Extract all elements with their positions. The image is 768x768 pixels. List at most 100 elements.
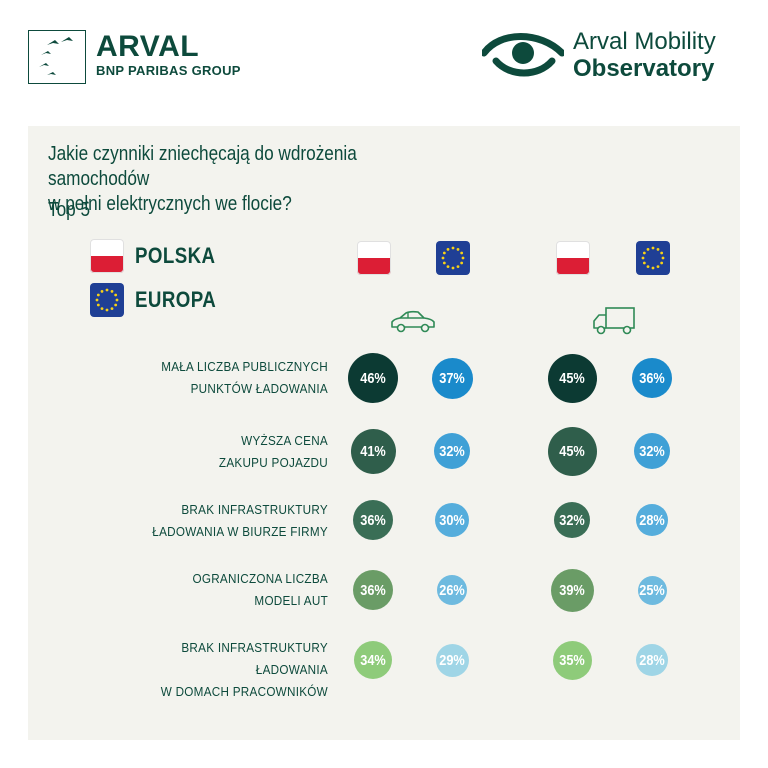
eu-star [660,251,664,255]
eu-star [446,265,450,269]
bubble-value-label: 36% [360,581,386,599]
row-label-line: ZAKUPU POJAZDU [218,455,328,470]
bubble-europe-van-row1: 36% [632,358,672,398]
eu-star [642,251,646,255]
bubble-poland-van-row1: 45% [547,353,597,403]
chart-subtitle: Top 5 [48,199,91,221]
row-label-limited-models: OGRANICZONA LICZBA MODELI AUT [121,568,328,612]
bubble-value-label: 36% [639,369,665,387]
bubble-poland-car-row1: 46% [348,353,398,403]
row-label-home-charging: BRAK INFRASTRUKTURY ŁADOWANIA W DOMACH P… [121,637,328,703]
eu-star [110,307,114,311]
row-label-line: WYŻSZA CENA [241,433,328,448]
row-label-line: MAŁA LICZBA PUBLICZNYCH [161,359,328,374]
eu-star [441,256,445,260]
bubble-poland-van-row4: 39% [550,568,594,612]
eu-star [461,256,465,260]
bubble-europe-car-row2: 32% [434,433,470,469]
legend-label-poland: POLSKA [135,243,216,268]
bubble-value-label: 28% [639,651,665,669]
eu-star [442,261,446,265]
bubble-europe-car-row1: 37% [431,357,473,399]
bubble-value-label: 25% [639,581,665,599]
bubble-value-label: 32% [639,442,665,460]
eu-star [651,246,655,250]
row-label-line: MODELI AUT [254,593,328,608]
bubble-value-label: 26% [439,581,465,599]
eu-star [115,298,119,302]
bubble-value-label: 32% [559,511,585,529]
bubble-europe-car-row4: 26% [437,575,467,605]
bubble-poland-van-row2: 45% [547,426,597,476]
eu-star [460,251,464,255]
bubble-poland-car-row5: 34% [354,641,392,679]
eu-star [460,261,464,265]
bubble-europe-van-row2: 32% [634,433,670,469]
eu-star [114,303,118,307]
car-icon [388,309,438,340]
bubble-europe-van-row5: 28% [636,644,668,676]
row-label-line: PUNKTÓW ŁADOWANIA [190,381,328,396]
bubble-value-label: 29% [439,651,465,669]
bubble-europe-van-row4: 25% [637,575,667,605]
poland-flag-icon [556,241,590,275]
van-icon [591,305,637,342]
row-label-line: OGRANICZONA LICZBA [192,571,328,586]
eu-star [451,246,455,250]
eu-flag-icon [90,283,124,317]
row-label-line: ŁADOWANIA W BIURZE FIRMY [152,524,328,539]
bubble-value-label: 32% [439,442,465,460]
poland-flag-icon [90,239,124,273]
eu-flag-icon [636,241,670,275]
brand-name: ARVAL [96,30,200,63]
bubble-value-label: 37% [439,369,465,387]
eu-star [646,247,650,251]
poland-flag-icon [357,241,391,275]
bubble-europe-car-row3: 30% [435,503,469,537]
row-label-office-charging: BRAK INFRASTRUKTURY ŁADOWANIA W BIURZE F… [121,499,328,543]
eu-star [646,265,650,269]
eu-star [656,247,660,251]
bubble-value-label: 45% [559,442,585,460]
bubble-value-label: 34% [360,651,386,669]
eu-star [642,261,646,265]
bubble-value-label: 41% [360,442,386,460]
eu-star [110,289,114,293]
bubble-europe-car-row5: 29% [435,643,469,677]
eu-star [651,266,655,270]
eu-flag-icon [436,241,470,275]
bubble-value-label: 28% [639,511,665,529]
eu-star [96,293,100,297]
eu-star [660,261,664,265]
eu-star [456,247,460,251]
eu-star [100,289,104,293]
row-label-line: BRAK INFRASTRUKTURY ŁADOWANIA [181,640,328,677]
bubble-value-label: 35% [559,651,585,669]
bubble-value-label: 45% [559,369,585,387]
row-label-line: W DOMACH PRACOWNIKÓW [160,684,328,699]
bubble-value-label: 30% [439,511,465,529]
observatory-title-line2: Observatory [573,55,715,82]
eu-star [114,293,118,297]
eu-star [446,247,450,251]
bubble-value-label: 46% [360,369,386,387]
eu-star [456,265,460,269]
bubble-europe-van-row3: 28% [636,504,668,536]
eu-star [451,266,455,270]
bubble-poland-van-row3: 32% [554,502,590,538]
arval-birds-logo-icon [28,30,86,84]
observatory-title-line1: Arval Mobility [573,28,716,55]
bubble-poland-van-row5: 35% [552,640,592,680]
bubble-value-label: 36% [360,511,386,529]
chart-title-line2: w pełni elektrycznych we flocie? [48,193,292,215]
eu-star [96,303,100,307]
row-label-line: BRAK INFRASTRUKTURY [181,502,328,517]
eu-star [105,308,109,312]
legend-label-europe: EUROPA [135,287,217,312]
bubble-poland-car-row3: 36% [353,500,393,540]
eu-star [100,307,104,311]
bubble-value-label: 39% [559,581,585,599]
eu-star [661,256,665,260]
eu-star [95,298,99,302]
bubble-poland-car-row4: 36% [353,570,393,610]
